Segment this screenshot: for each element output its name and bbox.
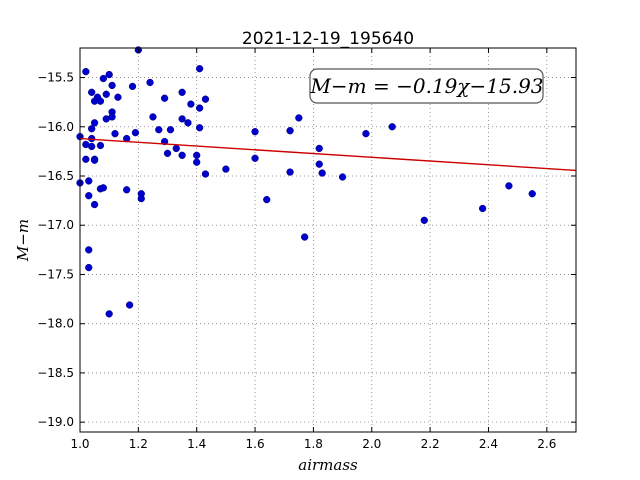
x-tick-label: 1.6 bbox=[246, 437, 265, 451]
fit-legend-box bbox=[309, 68, 544, 104]
fit-legend: M−m = −0.19χ−15.93 bbox=[309, 68, 544, 104]
data-point bbox=[90, 200, 99, 209]
data-point bbox=[505, 182, 513, 190]
data-point bbox=[125, 301, 134, 309]
data-point bbox=[85, 263, 93, 272]
x-tick-label: 2.4 bbox=[479, 437, 498, 451]
data-point bbox=[195, 124, 204, 132]
data-point bbox=[96, 141, 105, 150]
data-point bbox=[108, 81, 116, 90]
data-point bbox=[201, 95, 210, 103]
data-point bbox=[90, 156, 99, 164]
data-point bbox=[178, 115, 186, 123]
data-point bbox=[163, 149, 172, 158]
data-point bbox=[99, 74, 107, 83]
data-point bbox=[85, 192, 93, 200]
y-axis-label: M−m bbox=[14, 219, 32, 262]
data-point bbox=[96, 97, 105, 105]
data-point bbox=[172, 144, 180, 153]
fit-equation-label: M−m = −0.19χ−15.93 bbox=[309, 74, 543, 98]
data-point bbox=[184, 119, 192, 127]
data-point bbox=[478, 204, 487, 213]
data-point bbox=[88, 125, 96, 133]
y-tick-labels: −15.5 −16.0 −16.5 −17.0 −17.5 −18.0 −18.5 −19.0 bbox=[37, 71, 74, 430]
plot-frame bbox=[79, 47, 577, 433]
data-point bbox=[102, 90, 110, 98]
data-point bbox=[222, 165, 230, 173]
data-point bbox=[420, 216, 428, 224]
x-tick-label: 1.2 bbox=[129, 437, 148, 451]
data-point bbox=[128, 82, 137, 91]
y-tick-label: −17.5 bbox=[37, 267, 74, 281]
y-tick-label: −17.0 bbox=[37, 218, 74, 232]
data-point bbox=[105, 310, 113, 318]
data-point bbox=[99, 184, 107, 192]
data-point bbox=[149, 113, 157, 121]
data-point bbox=[388, 123, 396, 131]
data-point bbox=[315, 160, 323, 168]
data-point bbox=[193, 158, 201, 166]
data-point bbox=[286, 127, 294, 135]
data-point bbox=[85, 177, 93, 185]
data-point bbox=[111, 130, 119, 138]
data-point bbox=[528, 190, 536, 198]
data-point bbox=[315, 144, 323, 153]
data-point bbox=[137, 194, 145, 203]
data-point bbox=[160, 94, 169, 102]
data-point bbox=[362, 130, 370, 138]
data-point bbox=[286, 168, 294, 176]
data-point bbox=[88, 142, 96, 151]
y-tick-label: −19.0 bbox=[37, 415, 74, 429]
data-point bbox=[178, 88, 186, 96]
x-tick-label: 1.0 bbox=[70, 437, 89, 451]
fit-line bbox=[79, 137, 577, 172]
data-point bbox=[114, 93, 122, 101]
data-point bbox=[82, 67, 90, 76]
data-point bbox=[338, 173, 347, 181]
data-point bbox=[90, 119, 99, 127]
axis-ticks bbox=[79, 48, 576, 432]
data-point bbox=[318, 169, 326, 177]
data-point bbox=[166, 126, 175, 134]
y-tick-label: −18.0 bbox=[37, 317, 74, 331]
x-tick-label: 1.8 bbox=[304, 437, 323, 451]
y-tick-label: −18.5 bbox=[37, 366, 74, 380]
data-point bbox=[146, 78, 154, 87]
data-point bbox=[85, 246, 93, 254]
data-point bbox=[123, 186, 131, 194]
data-point bbox=[201, 170, 210, 178]
data-point bbox=[251, 128, 259, 136]
data-point bbox=[105, 70, 113, 79]
chart-title: 2021-12-19_195640 bbox=[242, 29, 414, 49]
data-points bbox=[76, 46, 536, 318]
data-point bbox=[301, 233, 309, 241]
y-tick-label: −16.0 bbox=[37, 120, 74, 134]
data-point bbox=[187, 100, 195, 108]
grid-lines bbox=[79, 48, 576, 432]
data-point bbox=[195, 104, 204, 112]
x-axis-label: airmass bbox=[298, 456, 358, 474]
x-tick-label: 1.4 bbox=[187, 437, 206, 451]
data-point bbox=[108, 113, 116, 121]
data-point bbox=[251, 154, 259, 162]
data-point bbox=[263, 195, 271, 204]
data-point bbox=[82, 155, 90, 163]
y-tick-label: −15.5 bbox=[37, 71, 74, 85]
data-point bbox=[178, 151, 186, 159]
y-tick-label: −16.5 bbox=[37, 169, 74, 183]
x-tick-label: 2.6 bbox=[537, 437, 556, 451]
x-tick-label: 2.0 bbox=[362, 437, 381, 451]
data-point bbox=[155, 126, 163, 134]
data-point bbox=[88, 88, 96, 96]
x-tick-label: 2.2 bbox=[421, 437, 440, 451]
x-tick-labels: 1.0 1.2 1.4 1.6 1.8 2.0 2.2 2.4 2.6 bbox=[70, 437, 556, 451]
data-point bbox=[195, 65, 204, 73]
data-point bbox=[295, 114, 303, 122]
data-point bbox=[193, 151, 201, 159]
data-point bbox=[131, 129, 140, 137]
